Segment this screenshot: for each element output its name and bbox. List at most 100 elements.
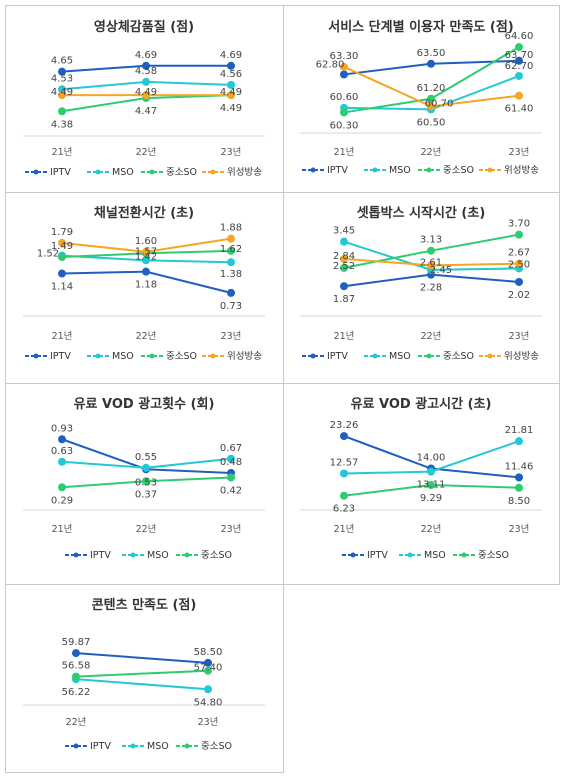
panel-settop-start-time: 셋톱박스 시작시간 (초) 21년 22년 23년 1.87 2.28 2.02 3.45 2… [282, 191, 560, 382]
data-point-mso [142, 256, 150, 265]
x-tick-label: 23년 [509, 147, 530, 158]
data-point-iptv [340, 282, 348, 291]
x-tick-label: 21년 [52, 331, 73, 342]
legend-item-mso: MSO [87, 167, 134, 178]
data-label: 4.58 [135, 66, 157, 77]
legend-item-iptv: IPTV [65, 741, 111, 752]
series-line-mso [75, 678, 209, 691]
data-label: 1.42 [135, 251, 157, 262]
x-tick-label: 22년 [421, 331, 442, 342]
legend-marker [407, 552, 413, 558]
data-point-satellite [58, 91, 66, 100]
legend-label: IPTV [50, 351, 71, 362]
data-label: 60.50 [417, 117, 446, 128]
legend-label: MSO [112, 167, 134, 178]
legend-item-iptv: IPTV [302, 351, 348, 362]
legend-marker [130, 743, 136, 749]
legend-label: 위성방송 [504, 164, 539, 176]
series-line-iptv [75, 652, 209, 664]
legend-marker [184, 743, 190, 749]
chart-title: 유료 VOD 광고시간 (초) [350, 397, 492, 412]
legend-item-iptv: IPTV [25, 351, 71, 362]
legend-marker [149, 353, 155, 359]
data-label: 4.47 [135, 106, 157, 117]
data-label: 4.69 [220, 50, 242, 61]
data-label: 2.61 [420, 257, 442, 268]
legend-item-iptv: IPTV [302, 165, 348, 176]
data-point-small-so [227, 473, 235, 482]
panel-channel-switch-time: 채널전환시간 (초) 21년 22년 23년 1.14 1.18 0.73 1.52 1.42… [5, 191, 283, 382]
data-point-mso [142, 463, 150, 472]
data-label: 4.49 [51, 87, 73, 98]
x-tick-label: 23년 [221, 331, 242, 342]
data-label: 0.63 [51, 446, 73, 457]
legend-label: MSO [424, 550, 446, 561]
legend-label: 중소SO [201, 741, 232, 752]
legend-item-satellite: 위성방송 [479, 164, 539, 176]
data-label: 2.28 [420, 283, 442, 294]
data-point-satellite [142, 91, 150, 100]
legend-label: 중소SO [201, 550, 232, 561]
legend-label: 중소SO [166, 167, 197, 178]
legend-marker [372, 167, 378, 173]
legend-label: 중소SO [443, 351, 474, 362]
legend-label: MSO [389, 351, 411, 362]
data-point-satellite [515, 91, 523, 100]
chart-title: 유료 VOD 광고횟수 (회) [73, 397, 215, 412]
legend-marker [310, 353, 316, 359]
x-tick-label: 23년 [509, 331, 530, 342]
data-label: 60.60 [330, 92, 359, 103]
legend-marker [73, 743, 79, 749]
data-label: 1.87 [333, 294, 355, 305]
legend-item-mso: MSO [122, 550, 169, 561]
data-point-iptv [227, 61, 235, 70]
data-label: 1.14 [51, 282, 73, 293]
chart-svg: 21년 22년 23년 1.87 2.28 2.02 3.45 2.45 2.50 2.52 3.1… [300, 219, 542, 362]
data-label: 60.30 [330, 120, 359, 131]
x-tick-label: 22년 [136, 524, 157, 535]
data-label: 62.70 [505, 61, 534, 72]
x-tick-label: 22년 [421, 147, 442, 158]
legend-marker [487, 167, 493, 173]
data-label: 61.20 [417, 83, 446, 94]
data-point-satellite [142, 247, 150, 256]
data-point-small-so [340, 263, 348, 272]
legend-item-small-so: 중소SO [141, 167, 197, 178]
legend-marker [372, 353, 378, 359]
data-label: 0.67 [220, 443, 242, 454]
data-point-iptv [58, 435, 66, 444]
data-label: 1.88 [220, 223, 242, 234]
data-label: 0.55 [135, 452, 157, 463]
data-label: 0.73 [220, 301, 242, 312]
data-point-iptv [340, 432, 348, 441]
data-point-iptv [227, 288, 235, 297]
data-label: 4.56 [220, 69, 242, 80]
chart-grid [5, 5, 560, 773]
data-label: 56.58 [62, 661, 91, 672]
x-tick-label: 21년 [52, 147, 73, 158]
data-point-small-so [72, 672, 80, 681]
data-point-iptv [142, 267, 150, 276]
legend-marker [130, 552, 136, 558]
legend-label: 중소SO [166, 351, 197, 362]
x-tick-label: 21년 [334, 524, 355, 535]
data-point-iptv [58, 269, 66, 278]
data-point-satellite [427, 261, 435, 270]
data-label: 4.53 [51, 73, 73, 84]
legend-item-small-so: 중소SO [418, 351, 474, 362]
data-point-satellite [58, 238, 66, 247]
chart-title: 셋톱박스 시작시간 (초) [356, 206, 486, 221]
legend-item-mso: MSO [364, 351, 411, 362]
legend-item-small-so: 중소SO [418, 165, 474, 176]
data-label: 1.62 [220, 244, 242, 255]
x-tick-label: 21년 [334, 147, 355, 158]
panel-service-satisfaction: 서비스 단계별 이용자 만족도 (점) 21년 22년 23년 62.80 63.50 6… [282, 5, 560, 191]
data-label: 4.49 [220, 87, 242, 98]
empty-cell [284, 585, 560, 773]
data-point-iptv [515, 56, 523, 65]
data-point-small-so [340, 108, 348, 117]
data-label: 63.50 [417, 48, 446, 59]
data-point-small-so [58, 253, 66, 262]
data-label: 2.50 [508, 259, 530, 270]
data-label: 0.48 [220, 457, 242, 468]
